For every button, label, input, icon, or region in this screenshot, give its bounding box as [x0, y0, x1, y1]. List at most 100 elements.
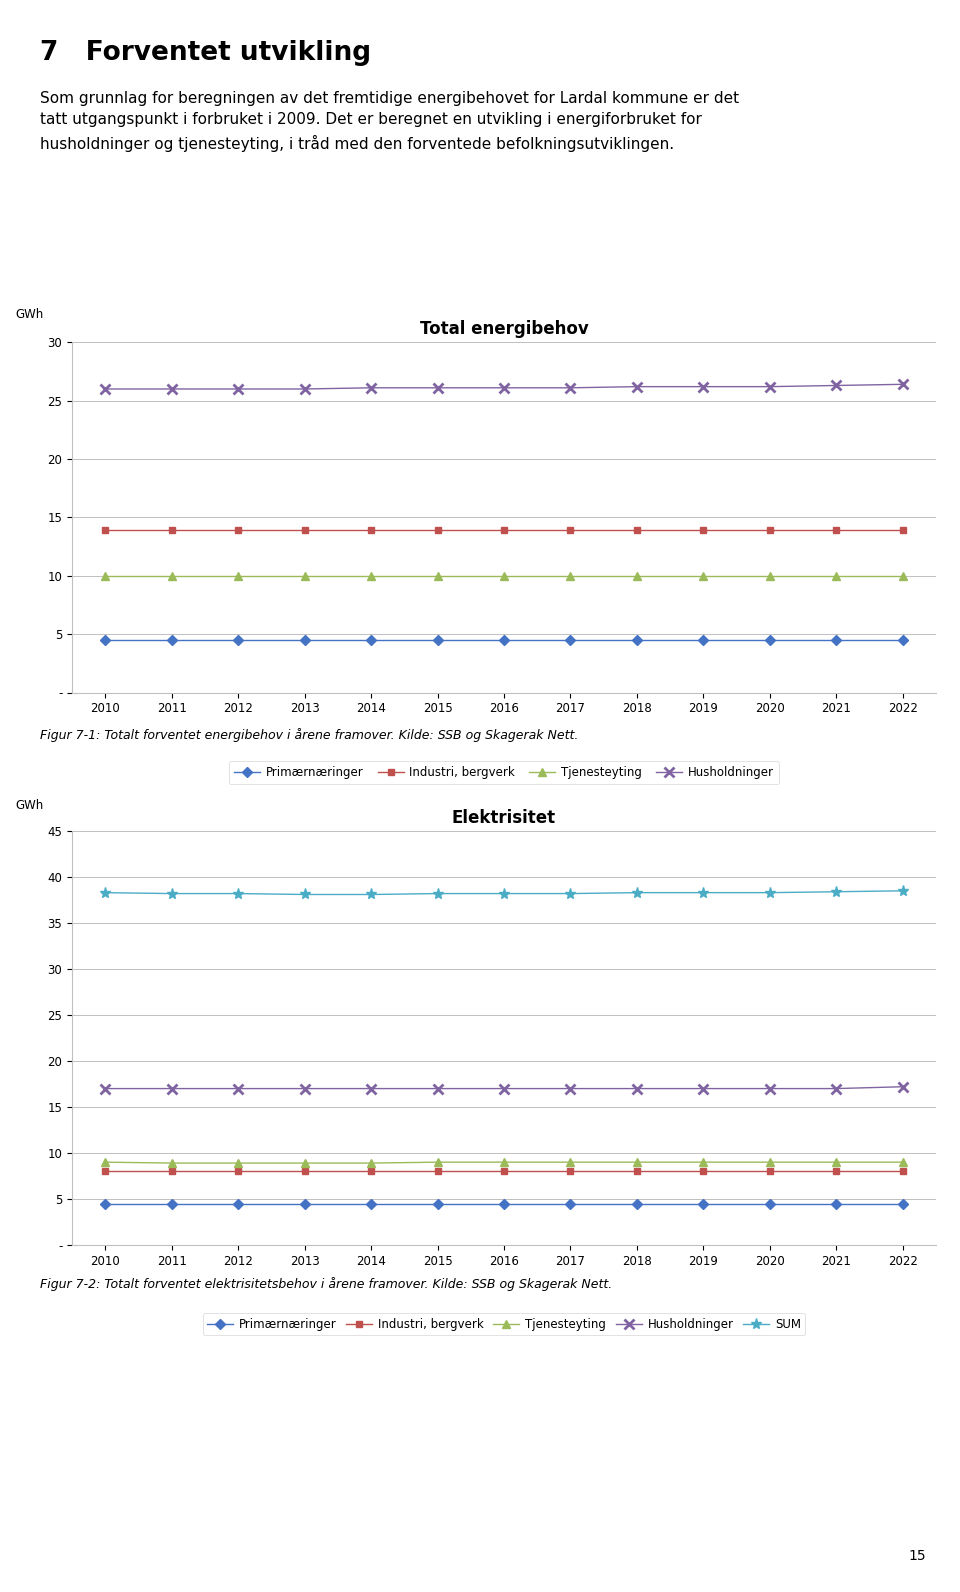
Tjenesteyting: [564, 567, 576, 586]
Primærnæringer: [166, 630, 178, 650]
Tjenesteyting: [166, 567, 178, 586]
Tjenesteyting: [432, 1153, 444, 1172]
SUM: [631, 884, 642, 903]
Industri, bergverk: [432, 521, 444, 540]
Tjenesteyting: [698, 567, 709, 586]
Primærnæringer: [366, 630, 377, 650]
Primærnæringer: [100, 630, 111, 650]
Tjenesteyting: [232, 567, 244, 586]
Industri, bergverk: [564, 1162, 576, 1181]
Primærnæringer: [166, 1194, 178, 1213]
Line: Husholdninger: Husholdninger: [101, 379, 907, 393]
SUM: [299, 885, 310, 904]
Text: GWh: GWh: [15, 309, 44, 322]
Industri, bergverk: [631, 1162, 642, 1181]
Husholdninger: [366, 1079, 377, 1098]
Tjenesteyting: [631, 1153, 642, 1172]
Tjenesteyting: [764, 1153, 776, 1172]
Line: SUM: SUM: [100, 885, 908, 899]
Husholdninger: [698, 377, 709, 396]
Tjenesteyting: [432, 567, 444, 586]
SUM: [100, 884, 111, 903]
Primærnæringer: [100, 1194, 111, 1213]
Line: Primærnæringer: Primærnæringer: [102, 637, 906, 643]
Tjenesteyting: [299, 567, 310, 586]
Tjenesteyting: [366, 1154, 377, 1173]
Primærnæringer: [897, 1194, 908, 1213]
Industri, bergverk: [166, 521, 178, 540]
Text: Figur 7-2: Totalt forventet elektrisitetsbehov i årene framover. Kilde: SSB og S: Figur 7-2: Totalt forventet elektrisitet…: [40, 1277, 612, 1291]
Industri, bergverk: [232, 1162, 244, 1181]
Husholdninger: [564, 1079, 576, 1098]
Tjenesteyting: [498, 567, 510, 586]
Industri, bergverk: [299, 521, 310, 540]
Text: GWh: GWh: [15, 799, 44, 812]
Husholdninger: [830, 376, 842, 395]
Husholdninger: [698, 1079, 709, 1098]
Tjenesteyting: [498, 1153, 510, 1172]
Legend: Primærnæringer, Industri, bergverk, Tjenesteyting, Husholdninger: Primærnæringer, Industri, bergverk, Tjen…: [229, 761, 779, 783]
Husholdninger: [299, 379, 310, 398]
Line: Primærnæringer: Primærnæringer: [102, 1200, 906, 1207]
Primærnæringer: [830, 630, 842, 650]
Title: Total energibehov: Total energibehov: [420, 320, 588, 338]
Industri, bergverk: [498, 521, 510, 540]
SUM: [498, 884, 510, 903]
Husholdninger: [564, 379, 576, 398]
Text: 7   Forventet utvikling: 7 Forventet utvikling: [40, 40, 372, 65]
Husholdninger: [100, 1079, 111, 1098]
Industri, bergverk: [100, 521, 111, 540]
Tjenesteyting: [166, 1154, 178, 1173]
Industri, bergverk: [366, 1162, 377, 1181]
SUM: [366, 885, 377, 904]
SUM: [166, 884, 178, 903]
Tjenesteyting: [830, 567, 842, 586]
Primærnæringer: [366, 1194, 377, 1213]
Industri, bergverk: [830, 521, 842, 540]
Primærnæringer: [698, 630, 709, 650]
SUM: [897, 882, 908, 901]
Husholdninger: [498, 1079, 510, 1098]
Tjenesteyting: [564, 1153, 576, 1172]
Primærnæringer: [564, 630, 576, 650]
Line: Tjenesteyting: Tjenesteyting: [101, 1157, 907, 1167]
Industri, bergverk: [897, 1162, 908, 1181]
Primærnæringer: [432, 1194, 444, 1213]
Industri, bergverk: [366, 521, 377, 540]
Primærnæringer: [498, 630, 510, 650]
Text: Som grunnlag for beregningen av det fremtidige energibehovet for Lardal kommune : Som grunnlag for beregningen av det frem…: [40, 91, 739, 153]
Tjenesteyting: [366, 567, 377, 586]
Tjenesteyting: [299, 1154, 310, 1173]
Husholdninger: [432, 1079, 444, 1098]
Tjenesteyting: [764, 567, 776, 586]
Tjenesteyting: [232, 1154, 244, 1173]
Industri, bergverk: [232, 521, 244, 540]
Primærnæringer: [764, 1194, 776, 1213]
Industri, bergverk: [631, 521, 642, 540]
Industri, bergverk: [764, 1162, 776, 1181]
Line: Tjenesteyting: Tjenesteyting: [101, 572, 907, 579]
Tjenesteyting: [100, 1153, 111, 1172]
Primærnæringer: [631, 1194, 642, 1213]
Primærnæringer: [631, 630, 642, 650]
Primærnæringer: [830, 1194, 842, 1213]
Primærnæringer: [564, 1194, 576, 1213]
Husholdninger: [232, 1079, 244, 1098]
Husholdninger: [100, 379, 111, 398]
Primærnæringer: [299, 630, 310, 650]
Husholdninger: [897, 1078, 908, 1097]
Husholdninger: [498, 379, 510, 398]
Primærnæringer: [897, 630, 908, 650]
Industri, bergverk: [100, 1162, 111, 1181]
Tjenesteyting: [631, 567, 642, 586]
Husholdninger: [432, 379, 444, 398]
Primærnæringer: [232, 1194, 244, 1213]
Industri, bergverk: [698, 521, 709, 540]
Line: Industri, bergverk: Industri, bergverk: [102, 1169, 906, 1175]
Industri, bergverk: [897, 521, 908, 540]
Husholdninger: [166, 379, 178, 398]
Title: Elektrisitet: Elektrisitet: [452, 809, 556, 826]
SUM: [698, 884, 709, 903]
Husholdninger: [299, 1079, 310, 1098]
SUM: [764, 884, 776, 903]
